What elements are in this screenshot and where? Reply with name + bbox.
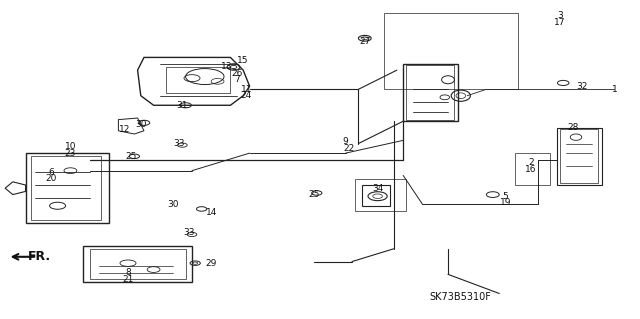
Text: 19: 19 bbox=[500, 198, 511, 207]
Text: 29: 29 bbox=[205, 259, 217, 268]
Text: 32: 32 bbox=[577, 82, 588, 91]
Text: 12: 12 bbox=[119, 125, 131, 134]
Text: 14: 14 bbox=[205, 208, 217, 217]
Text: 13: 13 bbox=[221, 63, 233, 71]
Bar bbox=[406, 65, 454, 120]
Text: 25: 25 bbox=[308, 190, 319, 199]
Bar bbox=[166, 67, 230, 93]
Text: 27: 27 bbox=[359, 37, 371, 46]
Text: 16: 16 bbox=[525, 165, 537, 174]
Text: FR.: FR. bbox=[28, 250, 51, 263]
Text: 25: 25 bbox=[125, 152, 137, 161]
Bar bbox=[384, 13, 518, 89]
Bar bbox=[560, 129, 598, 183]
Bar bbox=[26, 153, 109, 223]
Text: 20: 20 bbox=[45, 174, 57, 183]
Text: 28: 28 bbox=[567, 123, 579, 132]
Text: 34: 34 bbox=[372, 184, 383, 193]
Text: 22: 22 bbox=[343, 144, 355, 153]
Text: 15: 15 bbox=[237, 56, 249, 65]
Text: 6: 6 bbox=[49, 168, 54, 177]
Text: 5: 5 bbox=[503, 192, 508, 201]
Text: 9: 9 bbox=[343, 137, 348, 146]
Text: 21: 21 bbox=[122, 275, 134, 284]
Text: 33: 33 bbox=[173, 139, 185, 148]
Bar bbox=[83, 246, 192, 282]
Bar bbox=[90, 249, 186, 279]
Text: 30: 30 bbox=[167, 200, 179, 209]
Bar bbox=[362, 185, 390, 206]
Text: 11: 11 bbox=[241, 85, 252, 94]
Text: 23: 23 bbox=[65, 149, 76, 158]
Text: 10: 10 bbox=[65, 142, 76, 151]
Bar bbox=[557, 128, 602, 185]
Text: 3: 3 bbox=[557, 11, 563, 20]
Text: 26: 26 bbox=[231, 69, 243, 78]
Text: 17: 17 bbox=[554, 18, 566, 27]
Text: 1: 1 bbox=[612, 85, 617, 94]
Text: 31: 31 bbox=[177, 101, 188, 110]
Bar bbox=[403, 64, 458, 121]
Bar bbox=[515, 153, 550, 185]
Text: 30: 30 bbox=[135, 120, 147, 129]
Text: 24: 24 bbox=[241, 91, 252, 100]
Text: 7: 7 bbox=[234, 75, 239, 84]
Text: SK73B5310F: SK73B5310F bbox=[430, 292, 492, 302]
Text: 2: 2 bbox=[529, 158, 534, 167]
Text: 33: 33 bbox=[183, 228, 195, 237]
Bar bbox=[355, 179, 406, 211]
Bar bbox=[31, 156, 101, 220]
Text: 8: 8 bbox=[125, 268, 131, 277]
